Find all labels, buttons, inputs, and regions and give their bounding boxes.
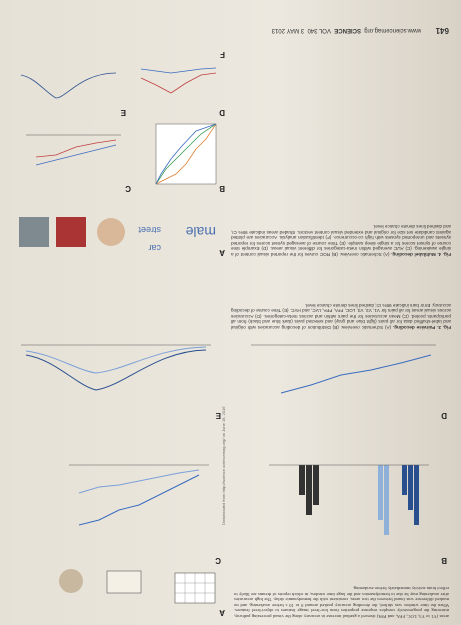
fig4-time xyxy=(20,72,117,99)
word-label: male xyxy=(185,224,216,240)
side-note: Downloaded from http://science.sciencema… xyxy=(221,406,226,525)
panel-label: E xyxy=(120,108,126,117)
fig4-roc xyxy=(155,123,217,185)
fig4-images xyxy=(19,217,125,247)
panel-label: C xyxy=(215,556,221,565)
page-number: 641 xyxy=(435,26,449,35)
panel-label: C xyxy=(125,184,131,193)
panel-label: B xyxy=(441,556,447,565)
text: www.sciencemag.org xyxy=(364,27,421,33)
text: SCIENCE xyxy=(334,27,361,33)
fig3-timecourse xyxy=(21,344,211,391)
footer: www.sciencemag.org SCIENCE VOL 340 3 MAY… xyxy=(272,27,421,33)
panel-label: F xyxy=(220,50,225,59)
figure-caption: Fig. 3. Pairwise decoding. (A) Schematic… xyxy=(231,262,451,330)
body-text: areas (V1 to V3, LOC, FFA, and PPA) show… xyxy=(234,586,449,619)
text: Fig. 3. xyxy=(437,325,451,330)
panel-label: A xyxy=(219,248,225,257)
panel-label: D xyxy=(441,411,447,420)
fig4-scores xyxy=(140,67,217,94)
text: Multilabel decoding. xyxy=(391,252,436,257)
fig3-schematic xyxy=(59,569,216,604)
text: VOL 340 xyxy=(307,27,331,33)
word-label: street xyxy=(138,225,161,235)
word-label: car xyxy=(148,243,161,253)
fig4-auc xyxy=(26,134,121,166)
text: Fig. 4. xyxy=(437,252,451,257)
fig3-area-plot xyxy=(251,344,436,394)
text: 3 MAY 2013 xyxy=(271,27,305,33)
fig3-plots xyxy=(69,464,429,535)
figure-caption: Fig. 4. Multilabel decoding. (A) Schemat… xyxy=(231,147,451,257)
text: Pairwise decoding. xyxy=(393,325,436,330)
